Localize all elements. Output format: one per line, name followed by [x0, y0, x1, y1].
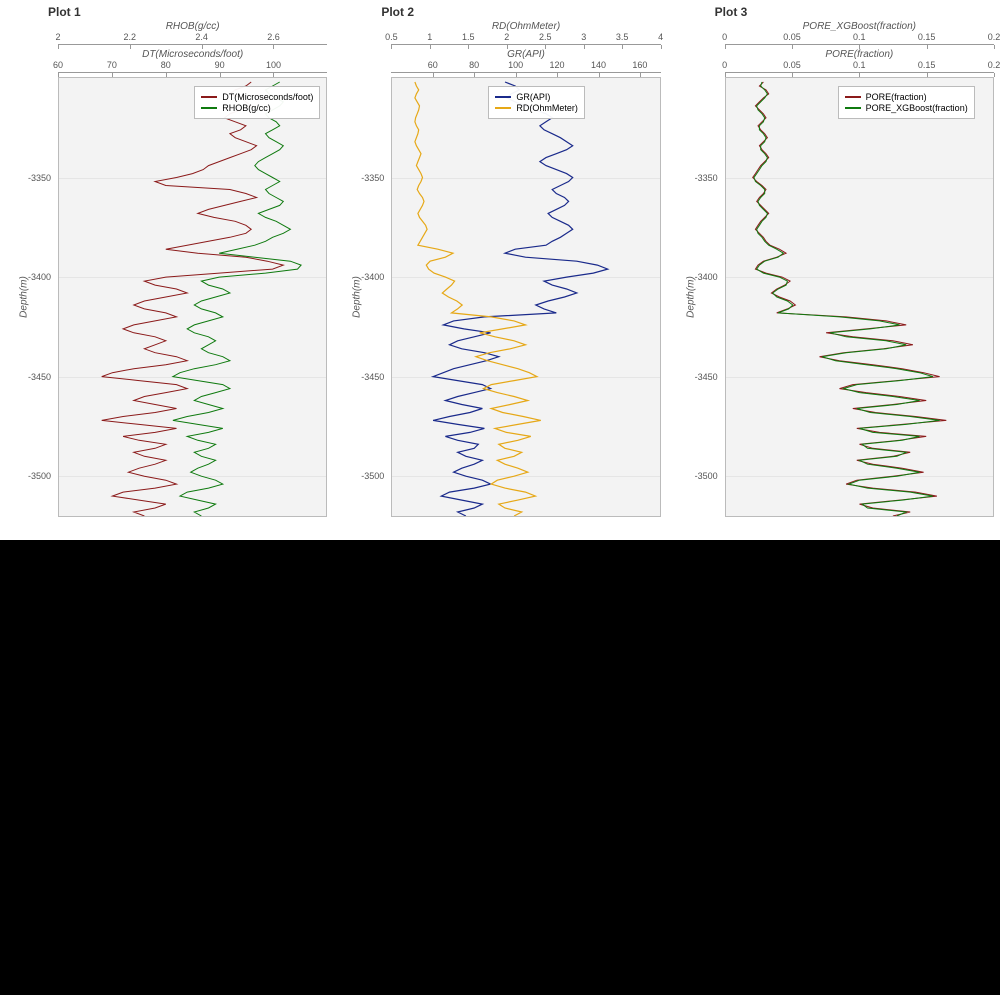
panel1-top-axes: RHOB(g/cc) 22.22.42.6 DT(Microseconds/fo…: [58, 21, 327, 77]
panel1-plot[interactable]: Depth(m) -3350-3400-3450-3500 DT(Microse…: [58, 77, 327, 517]
panel3-yaxis: -3350-3400-3450-3500: [684, 78, 724, 516]
panel1-axis0-label: RHOB(g/cc): [58, 21, 327, 32]
panel1-legend: DT(Microseconds/foot)RHOB(g/cc): [194, 86, 320, 119]
panel2-axis0-ticks: 0.511.522.533.54: [391, 32, 660, 44]
panel3-plot[interactable]: Depth(m) -3350-3400-3450-3500 PORE(fract…: [725, 77, 994, 517]
panel2-yaxis: -3350-3400-3450-3500: [350, 78, 390, 516]
panel1-axis0-ticks: 22.22.42.6: [58, 32, 327, 44]
panel-1: Plot 1 RHOB(g/cc) 22.22.42.6 DT(Microsec…: [0, 5, 333, 540]
panel2-top-axes: RD(OhmMeter) 0.511.522.533.54 GR(API) 60…: [391, 21, 660, 77]
log-plots-container: Plot 1 RHOB(g/cc) 22.22.42.6 DT(Microsec…: [0, 0, 1000, 540]
panel2-plot[interactable]: Depth(m) -3350-3400-3450-3500 GR(API)RD(…: [391, 77, 660, 517]
panel1-axis1-label: DT(Microseconds/foot): [58, 49, 327, 60]
panel3-axis0-label: PORE_XGBoost(fraction): [725, 21, 994, 32]
panel2-legend: GR(API)RD(OhmMeter): [488, 86, 585, 119]
panel3-axis1-ticks: 00.050.10.150.2: [725, 60, 994, 72]
panel3-top-axes: PORE_XGBoost(fraction) 00.050.10.150.2 P…: [725, 21, 994, 77]
panel2-axis1-ticks: 6080100120140160: [391, 60, 660, 72]
panel1-yaxis: -3350-3400-3450-3500: [17, 78, 57, 516]
panel3-axis0-ticks: 00.050.10.150.2: [725, 32, 994, 44]
panel1-axis1-ticks: 60708090100: [58, 60, 327, 72]
panel3-axis1-label: PORE(fraction): [725, 49, 994, 60]
panel3-title: Plot 3: [715, 5, 994, 19]
panel-2: Plot 2 RD(OhmMeter) 0.511.522.533.54 GR(…: [333, 5, 666, 540]
panel2-title: Plot 2: [381, 5, 660, 19]
panel1-title: Plot 1: [48, 5, 327, 19]
panel3-legend: PORE(fraction)PORE_XGBoost(fraction): [838, 86, 975, 119]
panel-3: Plot 3 PORE_XGBoost(fraction) 00.050.10.…: [667, 5, 1000, 540]
bottom-black-strip: [0, 540, 1000, 995]
panel2-axis0-label: RD(OhmMeter): [391, 21, 660, 32]
panel2-axis1-label: GR(API): [391, 49, 660, 60]
